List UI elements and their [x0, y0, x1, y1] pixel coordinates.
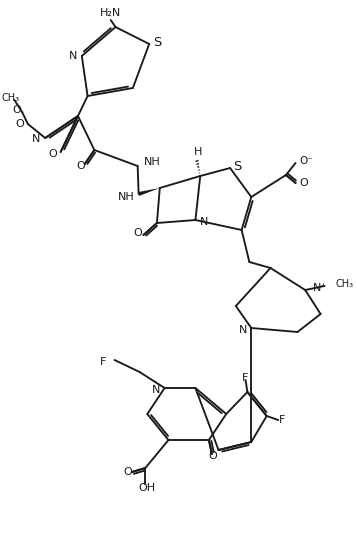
Text: N⁺: N⁺ [313, 283, 327, 293]
Text: NH: NH [143, 157, 160, 167]
Text: NH: NH [118, 192, 135, 202]
Text: O: O [208, 451, 217, 461]
Text: N: N [239, 325, 247, 335]
Text: CH₃: CH₃ [336, 279, 354, 289]
Text: N: N [32, 134, 41, 144]
Text: N: N [200, 217, 208, 227]
Text: N: N [69, 51, 77, 61]
Text: H₂N: H₂N [100, 8, 121, 18]
Text: O: O [133, 228, 142, 238]
Text: H: H [194, 147, 203, 157]
Text: F: F [279, 415, 285, 425]
Polygon shape [138, 188, 160, 196]
Text: CH₃: CH₃ [1, 93, 20, 103]
Text: F: F [100, 357, 106, 367]
Text: O: O [299, 178, 308, 188]
Text: O: O [124, 467, 132, 477]
Text: O: O [48, 149, 57, 159]
Text: O⁻: O⁻ [299, 156, 313, 166]
Text: O: O [77, 161, 85, 171]
Text: OH: OH [139, 483, 156, 493]
Text: O: O [16, 119, 25, 129]
Text: O: O [12, 105, 21, 115]
Text: N: N [152, 385, 160, 395]
Text: F: F [242, 373, 249, 383]
Text: S: S [153, 37, 161, 49]
Text: S: S [234, 159, 242, 173]
